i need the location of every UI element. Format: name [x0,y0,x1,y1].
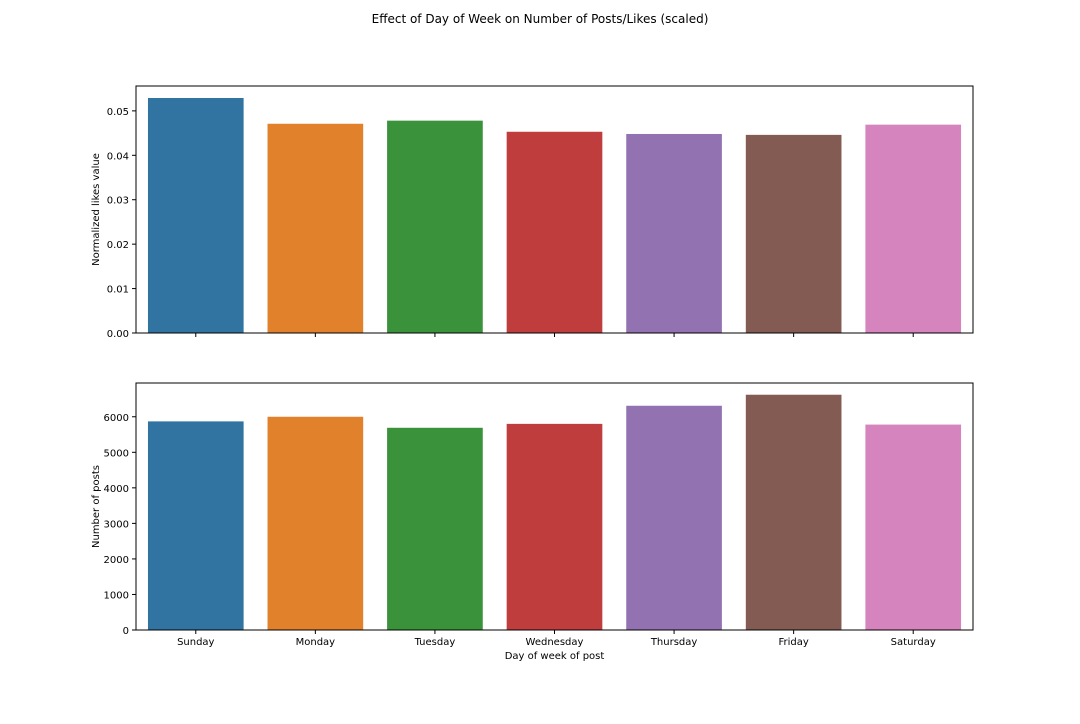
y-tick-label: 5000 [104,448,129,459]
y-tick-label: 4000 [104,484,129,495]
bar-monday [267,416,364,630]
bar-sunday [147,97,244,334]
bar-tuesday [387,427,483,630]
y-tick-label: 0.02 [107,240,129,251]
bar-saturday [865,424,962,630]
x-tick-label: Sunday [177,637,214,648]
x-tick-label: Monday [296,637,336,648]
x-tick-label: Wednesday [526,637,584,648]
chart-panel-2: 0 1000 2000 3000 4000 5000 6000 Sunday Monday Tue… [91,382,974,662]
y-tick-label: 2000 [104,555,129,566]
bar-wednesday [506,131,603,333]
bar-friday [745,394,842,630]
x-tick-label: Tuesday [414,637,456,648]
bar-monday [267,123,364,333]
bar-thursday [626,133,722,333]
y-tick-label: 1000 [104,590,129,601]
bar-friday [745,134,842,333]
y-tick-label: 0.00 [107,329,129,340]
y-tick-label: 0.04 [107,151,129,162]
y-tick-label: 0 [123,626,129,637]
bar-thursday [626,405,722,630]
x-tick-label: Saturday [891,637,936,648]
bar-sunday [147,421,244,630]
chart-panel-1: 0.00 0.01 0.02 0.03 0.04 0.05 Normalized likes… [91,85,974,340]
y-tick-label: 0.05 [107,107,129,118]
bar-saturday [865,124,962,334]
x-tick-label: Thursday [650,637,698,648]
y-axis-label: Number of posts [91,465,102,548]
y-tick-label: 0.03 [107,196,129,207]
figure-title: Effect of Day of Week on Number of Posts… [371,12,709,26]
y-axis-label: Normalized likes value [91,153,102,266]
x-axis-label: Day of week of post [505,651,605,662]
y-tick-label: 6000 [104,413,129,424]
x-tick-label: Friday [778,637,808,648]
y-tick-label: 0.01 [107,285,129,296]
bar-tuesday [387,120,483,334]
y-tick-label: 3000 [104,519,129,530]
bar-wednesday [506,423,603,630]
